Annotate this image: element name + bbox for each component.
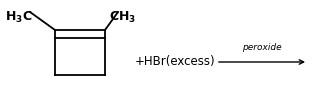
- Text: $\mathbf{H_3C}$: $\mathbf{H_3C}$: [5, 10, 32, 25]
- Text: +HBr(excess): +HBr(excess): [135, 55, 216, 68]
- Text: peroxide: peroxide: [242, 43, 282, 52]
- Text: $\mathbf{CH_3}$: $\mathbf{CH_3}$: [109, 10, 136, 25]
